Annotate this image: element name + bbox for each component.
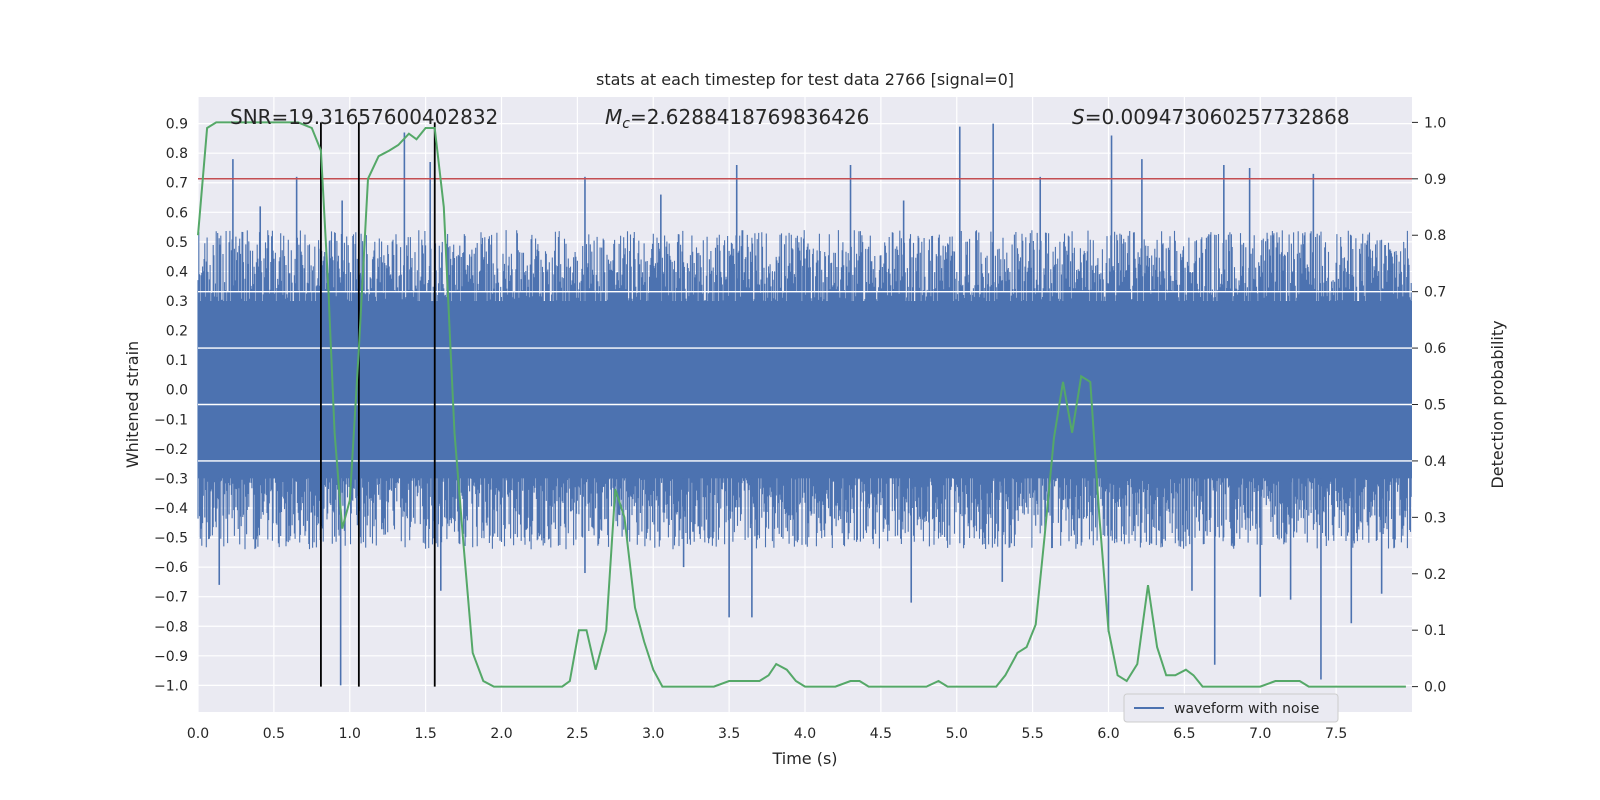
y-tick-label: −0.6 (154, 560, 188, 576)
y-tick-label: −0.5 (154, 531, 188, 547)
x-tick-label: 7.0 (1249, 726, 1271, 742)
y2-ticks: 1.0 0.9 0.8 0.7 0.6 0.5 0.4 0.3 0.2 0.1 0.0 (1412, 115, 1446, 696)
legend: waveform with noise (1123, 693, 1339, 723)
y2-tick-label: 0.6 (1424, 341, 1446, 357)
x-tick-label: 0.5 (263, 726, 285, 742)
x-tick-label: 3.0 (642, 726, 664, 742)
mc-subscript: c (622, 116, 630, 132)
y-tick-label: 0.6 (166, 205, 188, 221)
y2-axis-label: Detection probability (1488, 320, 1507, 488)
y2-tick-label: 0.1 (1424, 623, 1446, 639)
y-tick-label: 0.8 (166, 146, 188, 162)
y-tick-label: 0.4 (166, 264, 188, 280)
s-symbol: S (1072, 105, 1085, 129)
y-tick-label: 0.7 (166, 176, 188, 192)
snr-annotation: SNR=19.31657600402832 (230, 105, 498, 129)
y-tick-label: 0.0 (166, 383, 188, 399)
y2-tick-label: 0.7 (1424, 285, 1446, 301)
x-tick-label: 4.5 (870, 726, 892, 742)
y-tick-label: −0.9 (154, 649, 188, 665)
y-ticks: 0.9 0.8 0.7 0.6 0.5 0.4 0.3 0.2 0.1 0.0 −0.1 −0.2 −0… (154, 117, 188, 695)
y2-tick-label: 0.2 (1424, 567, 1446, 583)
x-tick-label: 6.0 (1097, 726, 1119, 742)
y-tick-label: −0.7 (154, 590, 188, 606)
x-tick-label: 4.0 (794, 726, 816, 742)
x-tick-label: 1.0 (339, 726, 361, 742)
y2-tick-label: 0.8 (1424, 228, 1446, 244)
legend-label: waveform with noise (1174, 701, 1319, 717)
y2-tick-label: 1.0 (1424, 115, 1446, 131)
y2-tick-label: 0.0 (1424, 680, 1446, 696)
y-tick-label: −0.4 (154, 501, 188, 517)
probability-series (197, 121, 1406, 688)
y2-tick-label: 0.5 (1424, 398, 1446, 414)
x-tick-label: 3.5 (718, 726, 740, 742)
y-tick-label: 0.5 (166, 235, 188, 251)
y-axis-label: Whitened strain (123, 341, 142, 468)
mc-symbol: M (605, 105, 622, 129)
chart-title: stats at each timestep for test data 276… (596, 70, 1014, 89)
x-tick-label: 1.5 (414, 726, 436, 742)
s-annotation: S=0.009473060257732868 (1072, 105, 1350, 129)
waveform-series (197, 123, 1412, 686)
white-bands (198, 290, 1412, 462)
y-tick-label: 0.1 (166, 353, 188, 369)
x-tick-label: 6.5 (1173, 726, 1195, 742)
x-tick-label: 2.0 (490, 726, 512, 742)
mc-value: =2.6288418769836426 (630, 105, 869, 129)
x-tick-label: 0.0 (187, 726, 209, 742)
y-tick-label: −0.1 (154, 412, 188, 428)
waveform-core (198, 301, 1412, 479)
y-tick-label: −0.2 (154, 442, 188, 458)
y2-tick-label: 0.9 (1424, 172, 1446, 188)
x-ticks: 0.0 0.5 1.0 1.5 2.0 2.5 3.0 3.5 4.0 4.5 5.0 5.5 6.0 6… (187, 726, 1347, 742)
s-value: =0.009473060257732868 (1085, 105, 1350, 129)
y-tick-label: 0.9 (166, 117, 188, 133)
y-tick-label: −1.0 (154, 678, 188, 694)
vertical-markers (320, 122, 436, 687)
y2-tick-label: 0.4 (1424, 454, 1446, 470)
legend-box (1123, 693, 1339, 723)
y2-tick-label: 0.3 (1424, 510, 1446, 526)
x-tick-label: 2.5 (566, 726, 588, 742)
y-tick-label: 0.3 (166, 294, 188, 310)
x-tick-label: 7.5 (1325, 726, 1347, 742)
y-tick-label: −0.8 (154, 619, 188, 635)
y-tick-label: 0.2 (166, 324, 188, 340)
x-tick-label: 5.0 (946, 726, 968, 742)
x-axis-label: Time (s) (771, 749, 837, 768)
x-tick-label: 5.5 (1021, 726, 1043, 742)
y-tick-label: −0.3 (154, 471, 188, 487)
chirp-mass-annotation: Mc=2.6288418769836426 (605, 105, 869, 132)
